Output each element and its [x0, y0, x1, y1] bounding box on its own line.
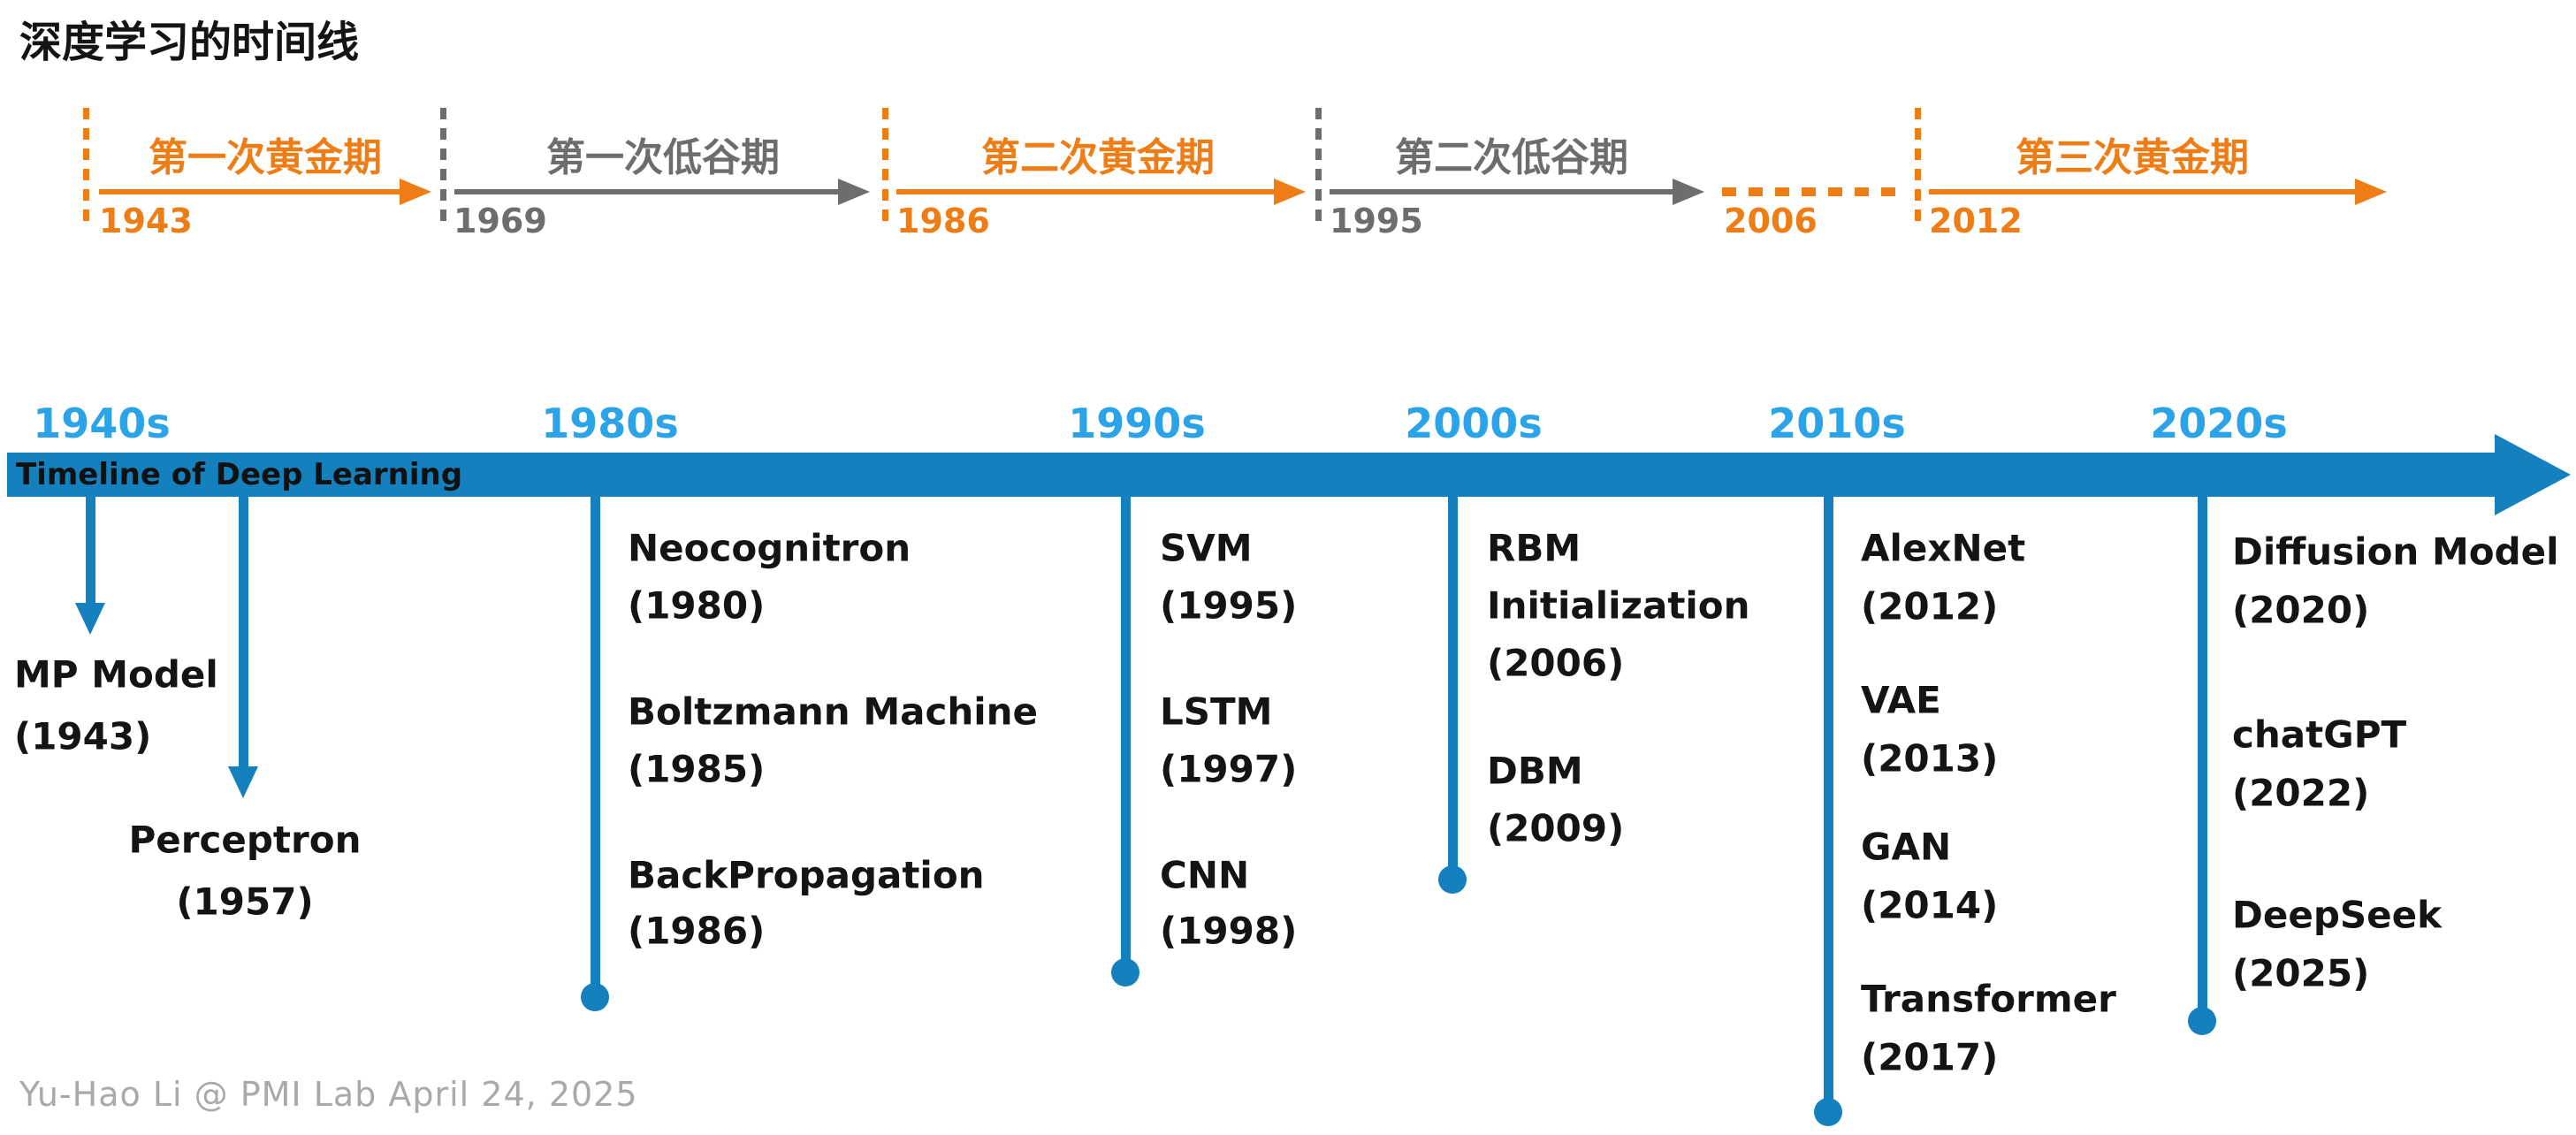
event-cnn-label: (1998)	[1160, 909, 1298, 953]
event-alexnet-label: AlexNet	[1861, 526, 2026, 570]
era-year-label: 1986	[896, 202, 990, 240]
era-year-label: 1943	[99, 202, 193, 240]
era-phase-label: 第一次黄金期	[149, 135, 382, 180]
era-arrow-shaft	[99, 189, 405, 194]
event-deepseek-label: (2025)	[2232, 951, 2370, 995]
decade-label: 1980s	[541, 400, 679, 447]
main-timeline-bar: Timeline of Deep Learning	[7, 453, 2495, 497]
event-transformer-label: (2017)	[1861, 1035, 1999, 1079]
event-gan-label: (2014)	[1861, 883, 1999, 927]
event-connector-line	[1824, 497, 1833, 1107]
event-gan-label: GAN	[1861, 825, 1952, 869]
era-year-label: 1969	[453, 202, 547, 240]
event-neocognitron-label: (1980)	[628, 583, 766, 628]
event-mp-model-label: MP Model	[14, 652, 218, 697]
event-svm-label: SVM	[1160, 526, 1253, 570]
decade-label: 2020s	[2150, 400, 2288, 447]
era-arrowhead-icon	[1274, 179, 1306, 205]
era-arrowhead-icon	[1673, 179, 1704, 205]
era-arrow-shaft	[1929, 189, 2360, 194]
era-dashed-marker	[83, 108, 89, 228]
event-connector-line	[239, 497, 248, 772]
era-year-label: 2006	[1724, 202, 1818, 240]
footer-credit: Yu-Hao Li @ PMI Lab April 24, 2025	[19, 1075, 638, 1114]
event-deepseek-label: DeepSeek	[2232, 893, 2443, 937]
event-vae-label: VAE	[1861, 678, 1941, 722]
decade-label: 1940s	[33, 400, 171, 447]
era-dotted-segment	[1722, 187, 1908, 196]
era-dashed-marker	[440, 108, 446, 228]
decade-label: 2000s	[1405, 400, 1543, 447]
era-arrowhead-icon	[2355, 179, 2387, 205]
down-arrowhead-icon	[228, 766, 258, 798]
event-backpropagation-label: BackPropagation	[628, 853, 985, 897]
timeline-arrowhead-icon	[2495, 434, 2571, 515]
event-rbm-initialization-label: (2006)	[1487, 641, 1625, 685]
event-vae-label: (2013)	[1861, 736, 1999, 781]
event-perceptron-label: (1957)	[176, 880, 314, 924]
era-dashed-marker	[1315, 108, 1322, 228]
event-alexnet-label: (2012)	[1861, 584, 1999, 628]
event-boltzmann-machine-label: Boltzmann Machine	[628, 689, 1039, 734]
era-dashed-marker	[882, 108, 888, 228]
decade-label: 1990s	[1068, 400, 1206, 447]
event-backpropagation-label: (1986)	[628, 909, 766, 953]
page-title: 深度学习的时间线	[19, 18, 360, 67]
era-arrowhead-icon	[838, 179, 870, 205]
event-rbm-initialization-label: Initialization	[1487, 583, 1750, 628]
event-dot	[1814, 1098, 1842, 1126]
down-arrowhead-icon	[75, 603, 105, 635]
era-arrowhead-icon	[400, 179, 431, 205]
era-phase-label: 第一次低谷期	[546, 135, 780, 180]
event-connector-line	[1448, 497, 1458, 874]
event-perceptron-label: Perceptron	[128, 818, 362, 862]
event-connector-line	[86, 497, 95, 608]
era-arrow-shaft	[896, 189, 1279, 194]
event-rbm-initialization-label: RBM	[1487, 526, 1581, 570]
event-boltzmann-machine-label: (1985)	[628, 747, 766, 791]
event-cnn-label: CNN	[1160, 853, 1250, 897]
event-connector-line	[1121, 497, 1131, 967]
event-diffusion-model-label: Diffusion Model	[2232, 529, 2559, 574]
event-dot	[581, 983, 609, 1011]
era-phase-label: 第二次黄金期	[981, 135, 1215, 180]
event-connector-line	[2198, 497, 2207, 1016]
event-mp-model-label: (1943)	[14, 714, 152, 758]
event-svm-label: (1995)	[1160, 583, 1298, 628]
event-connector-line	[591, 497, 600, 992]
event-transformer-label: Transformer	[1861, 977, 2116, 1021]
timeline-bar-label: Timeline of Deep Learning	[16, 457, 463, 492]
event-dot	[1111, 958, 1139, 986]
era-phase-label: 第二次低谷期	[1395, 135, 1628, 180]
event-chatgpt-label: (2022)	[2232, 771, 2370, 815]
era-arrow-shaft	[1330, 189, 1678, 194]
event-diffusion-model-label: (2020)	[2232, 588, 2370, 632]
era-year-label: 1995	[1330, 202, 1423, 240]
era-phase-label: 第三次黄金期	[2016, 135, 2249, 180]
event-dot	[2188, 1007, 2216, 1035]
era-arrow-shaft	[454, 189, 843, 194]
event-chatgpt-label: chatGPT	[2232, 712, 2407, 757]
event-lstm-label: (1997)	[1160, 747, 1298, 791]
event-dbm-label: DBM	[1487, 749, 1583, 793]
decade-label: 2010s	[1768, 400, 1906, 447]
era-dashed-marker	[1915, 108, 1921, 228]
event-dbm-label: (2009)	[1487, 806, 1625, 850]
era-year-label: 2012	[1929, 202, 2023, 240]
event-neocognitron-label: Neocognitron	[628, 526, 911, 570]
event-lstm-label: LSTM	[1160, 689, 1273, 734]
event-dot	[1438, 865, 1467, 894]
